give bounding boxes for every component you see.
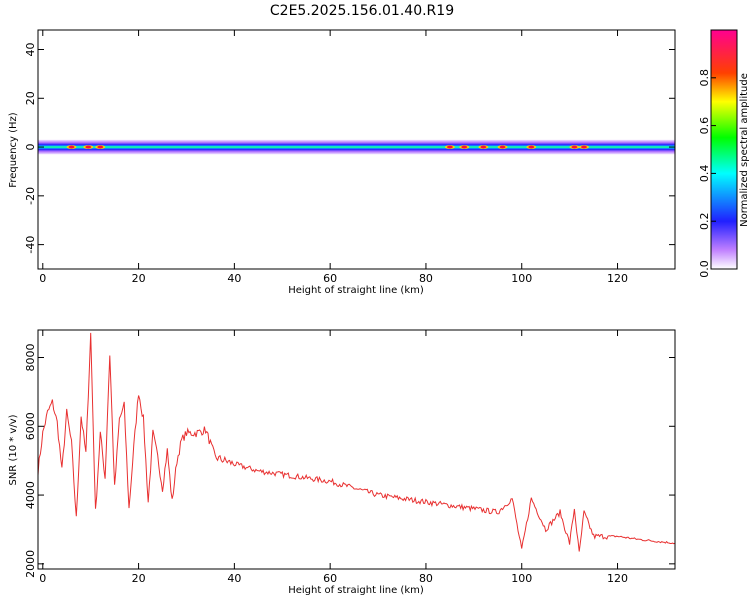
y-tick-label: 8000 — [24, 344, 37, 372]
hotspot — [446, 145, 453, 149]
x-tick-label: 60 — [323, 272, 337, 285]
x-tick-label: 40 — [227, 572, 241, 585]
x-tick-label: 100 — [511, 272, 532, 285]
hotspot — [97, 145, 104, 149]
colorbar-tick-label: 0.2 — [698, 212, 711, 230]
y-tick-label: 0 — [24, 144, 37, 151]
hotspot — [461, 145, 468, 149]
snr-frame — [37, 329, 676, 570]
snr-series-line — [38, 332, 675, 552]
heatmap-ylabel: Frequency (Hz) — [8, 112, 19, 188]
heatmap-xlabel: Height of straight line (km) — [288, 285, 424, 296]
y-tick-label: -20 — [24, 187, 37, 205]
colorbar-tick-label: 0.6 — [698, 117, 711, 135]
x-tick-label: 60 — [323, 572, 337, 585]
x-tick-label: 0 — [39, 272, 46, 285]
snr-ticks: 0 20 40 60 80 100 120 2000 4000 6000 8000 — [24, 330, 675, 585]
hotspot — [571, 145, 578, 149]
hotspot — [581, 145, 587, 149]
colorbar — [710, 29, 738, 270]
colorbar-tick-label: 0.0 — [698, 260, 711, 278]
figure-title: C2E5.2025.156.01.40.R19 — [270, 3, 454, 19]
x-tick-label: 100 — [511, 572, 532, 585]
colorbar-tick-label: 0.8 — [698, 69, 711, 87]
hotspot — [499, 145, 506, 149]
x-tick-label: 80 — [419, 572, 433, 585]
heatmap-ticks: 0 20 40 60 80 100 120 -40 -20 0 20 40 — [24, 30, 675, 285]
y-tick-label: -40 — [24, 236, 37, 254]
hotspot — [85, 145, 92, 149]
y-tick-label: 4000 — [24, 481, 37, 509]
hotspot — [68, 145, 75, 149]
y-tick-label: 2000 — [24, 550, 37, 578]
snr-ylabel: SNR (10 * v/v) — [8, 414, 19, 485]
spectrogram-band — [38, 139, 675, 155]
y-tick-label: 20 — [24, 91, 37, 105]
hotspot — [528, 145, 535, 149]
y-tick-label: 40 — [24, 43, 37, 57]
colorbar-tick-label: 0.4 — [698, 165, 711, 183]
x-tick-label: 80 — [419, 272, 433, 285]
x-tick-label: 0 — [39, 572, 46, 585]
x-tick-label: 40 — [227, 272, 241, 285]
hotspot — [480, 145, 487, 149]
snr-xlabel: Height of straight line (km) — [288, 585, 424, 596]
x-tick-label: 120 — [607, 572, 628, 585]
colorbar-label: Normalized spectral amplitude — [739, 73, 750, 227]
y-tick-label: 6000 — [24, 412, 37, 440]
heatmap-frame — [37, 29, 676, 270]
x-tick-label: 120 — [607, 272, 628, 285]
x-tick-label: 20 — [132, 272, 146, 285]
x-tick-label: 20 — [132, 572, 146, 585]
spectral-band — [38, 139, 675, 155]
colorbar-ticks: 0.0 0.2 0.4 0.6 0.8 — [698, 69, 716, 278]
